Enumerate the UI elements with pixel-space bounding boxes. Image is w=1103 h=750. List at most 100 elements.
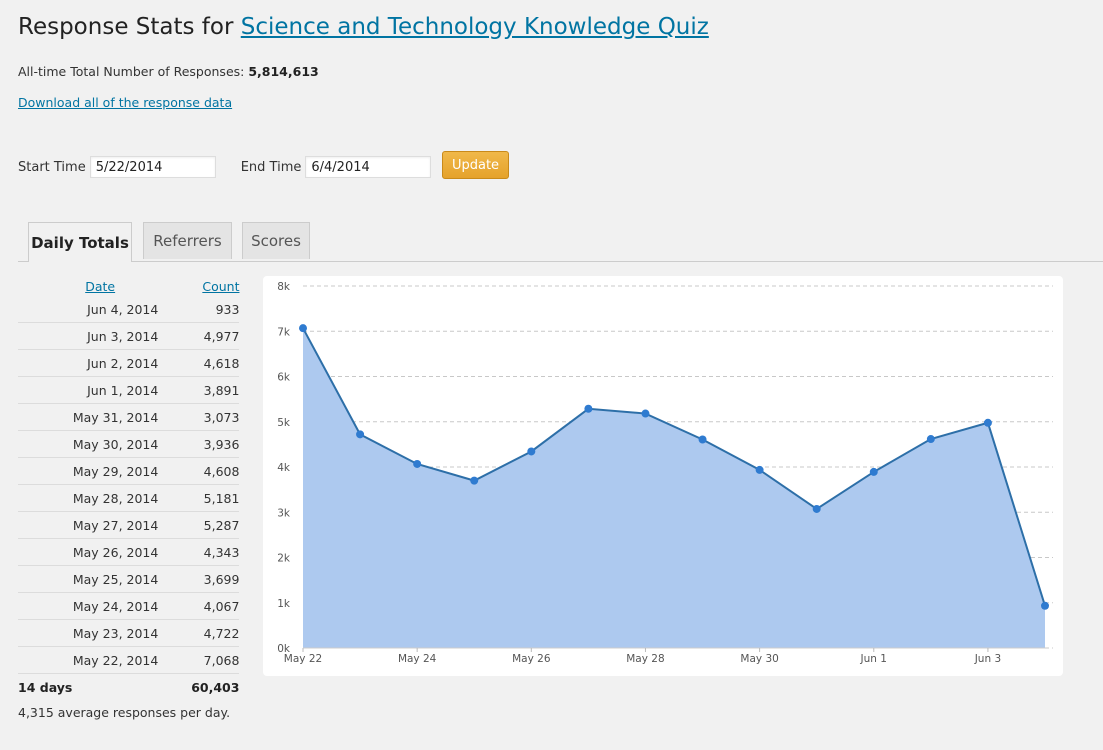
update-button[interactable]: Update	[442, 151, 509, 179]
row-date: May 22, 2014	[18, 646, 183, 674]
y-tick-label: 7k	[277, 326, 291, 338]
table-row: Jun 4, 2014 933	[18, 296, 240, 323]
series-line	[302, 327, 1046, 607]
y-tick-label: 0k	[277, 643, 291, 655]
data-point	[413, 459, 422, 468]
data-point	[299, 324, 307, 333]
x-tick-label: May 24	[398, 653, 437, 665]
x-tick-label: May 22	[284, 653, 322, 665]
page-title: Response Stats for Science and Technolog…	[18, 14, 709, 40]
table-row: May 28, 2014 5,181	[18, 484, 240, 512]
row-count: 4,618	[182, 349, 240, 377]
row-date: May 27, 2014	[18, 511, 183, 539]
data-point	[983, 418, 992, 427]
row-count: 4,343	[182, 538, 240, 566]
row-date: May 25, 2014	[18, 565, 183, 593]
start-time-label: Start Time	[18, 159, 86, 175]
row-date: May 23, 2014	[18, 619, 183, 647]
x-tick-label: Jun 3	[974, 653, 1001, 665]
table-row: May 23, 2014 4,722	[18, 619, 240, 647]
data-point	[527, 447, 536, 456]
row-count: 3,936	[182, 430, 240, 458]
y-tick-label: 2k	[277, 553, 291, 565]
row-date: May 30, 2014	[18, 430, 183, 458]
table-row: Jun 3, 2014 4,977	[18, 322, 240, 350]
y-tick-label: 3k	[277, 507, 291, 519]
tab-daily-totals[interactable]: Daily Totals	[28, 222, 132, 262]
table-summary-row: 14 days 60,403	[18, 674, 239, 701]
row-date: Jun 3, 2014	[18, 322, 183, 350]
chart-svg: 0k 1k 2k 3k 4k 5k 6k 7k 8k May 22 May 24 May 26 May …	[277, 281, 1053, 665]
data-point	[812, 504, 821, 513]
row-date: Jun 4, 2014	[18, 296, 183, 323]
tab-referrers[interactable]: Referrers	[143, 222, 232, 259]
row-date: Jun 2, 2014	[18, 349, 183, 377]
x-tick-label: May 30	[740, 653, 778, 665]
total-count: 60,403	[191, 679, 240, 695]
tab-bar: Daily Totals Referrers Scores	[18, 222, 1103, 262]
count-column-header[interactable]: Count	[202, 278, 240, 294]
x-tick-label: May 28	[626, 653, 664, 665]
y-tick-label: 4k	[277, 462, 291, 474]
end-time-label: End Time	[240, 159, 302, 175]
row-date: May 31, 2014	[18, 403, 183, 431]
total-label: All-time Total Number of Responses:	[18, 64, 245, 79]
table-row: May 24, 2014 4,067	[18, 592, 240, 620]
row-count: 933	[182, 296, 240, 323]
row-count: 5,181	[182, 484, 240, 512]
title-prefix: Response Stats for	[18, 14, 234, 40]
table-row: May 26, 2014 4,343	[18, 538, 240, 566]
y-tick-label: 8k	[277, 281, 291, 293]
table-row: May 31, 2014 3,073	[18, 403, 240, 431]
start-time-input[interactable]	[89, 156, 216, 178]
average-responses: 4,315 average responses per day.	[18, 705, 231, 720]
row-count: 4,608	[182, 457, 240, 485]
table-row: May 22, 2014 7,068	[18, 646, 240, 674]
row-date: May 24, 2014	[18, 592, 183, 620]
data-point	[356, 430, 365, 439]
table-row: Jun 2, 2014 4,618	[18, 349, 240, 377]
total-days: 14 days	[18, 679, 73, 695]
data-point	[698, 435, 707, 444]
data-point	[1041, 601, 1049, 610]
table-row: May 27, 2014 5,287	[18, 511, 240, 539]
data-point	[641, 409, 650, 418]
daily-totals-chart: 0k 1k 2k 3k 4k 5k 6k 7k 8k May 22 May 24 May 26 May …	[263, 276, 1063, 676]
data-point	[755, 465, 764, 474]
row-count: 4,722	[182, 619, 240, 647]
row-count: 5,287	[182, 511, 240, 539]
x-tick-label: May 26	[512, 653, 551, 665]
row-count: 3,891	[182, 376, 240, 404]
row-count: 4,977	[182, 322, 240, 350]
y-tick-label: 1k	[277, 598, 291, 610]
table-body: Jun 4, 2014 933 Jun 3, 2014 4,977 Jun 2, 201…	[18, 296, 240, 674]
row-count: 3,699	[182, 565, 240, 593]
time-filter-row: Start Time End Time	[18, 152, 432, 182]
table-row: May 29, 2014 4,608	[18, 457, 240, 485]
data-point	[926, 435, 935, 444]
row-date: May 28, 2014	[18, 484, 183, 512]
table-row: May 25, 2014 3,699	[18, 565, 240, 593]
y-tick-label: 5k	[277, 417, 291, 429]
quiz-link[interactable]: Science and Technology Knowledge Quiz	[240, 14, 709, 40]
table-row: Jun 1, 2014 3,891	[18, 376, 240, 404]
row-count: 7,068	[182, 646, 240, 674]
data-point	[584, 404, 593, 413]
x-tick-label: Jun 1	[860, 653, 887, 665]
end-time-input[interactable]	[305, 156, 432, 178]
daily-totals-table: Date Count Jun 4, 2014 933 Jun 3, 2014 4,97…	[18, 278, 240, 701]
date-column-header[interactable]: Date	[85, 278, 116, 294]
row-date: May 29, 2014	[18, 457, 183, 485]
data-point	[869, 467, 878, 476]
row-date: May 26, 2014	[18, 538, 183, 566]
row-count: 4,067	[182, 592, 240, 620]
total-value: 5,814,613	[248, 64, 319, 79]
y-tick-label: 6k	[277, 372, 291, 384]
total-responses: All-time Total Number of Responses: 5,81…	[18, 64, 319, 79]
area-fill	[303, 328, 1045, 648]
data-point	[470, 476, 479, 485]
row-count: 3,073	[182, 403, 240, 431]
table-row: May 30, 2014 3,936	[18, 430, 240, 458]
tab-scores[interactable]: Scores	[242, 222, 310, 259]
download-data-link[interactable]: Download all of the response data	[18, 95, 233, 110]
